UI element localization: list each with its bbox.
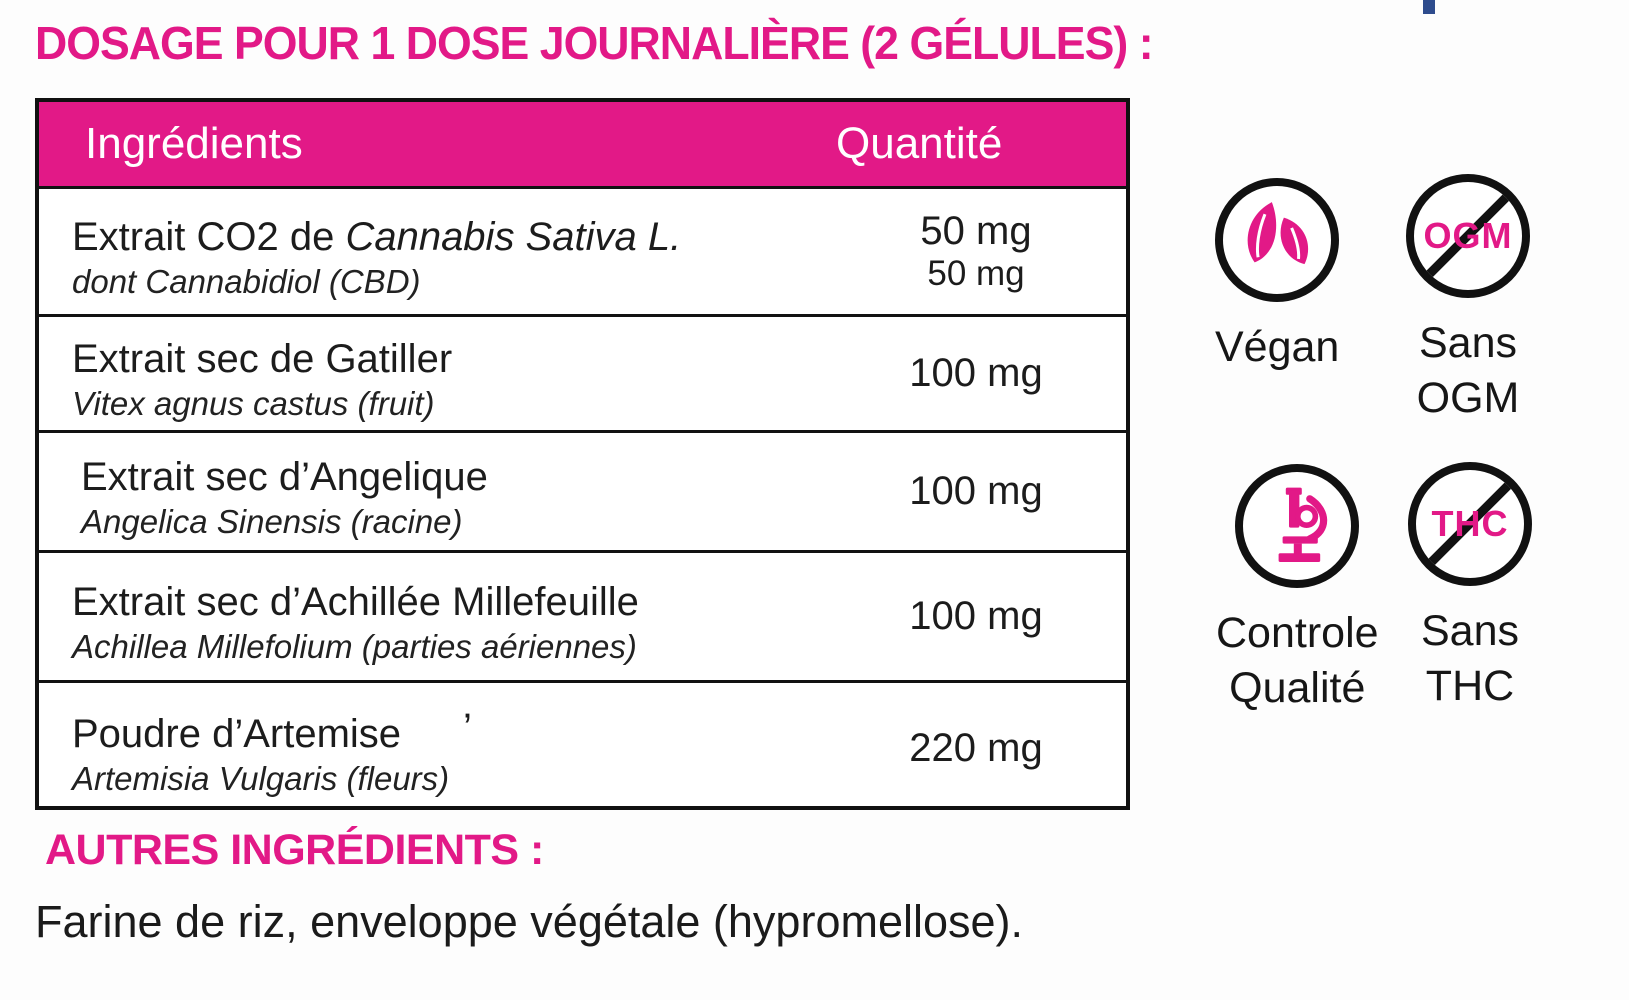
page-title: DOSAGE POUR 1 DOSE JOURNALIÈRE (2 GÉLULE… [35, 17, 1154, 69]
ingredient-name: Poudre d’Artemise ’ [72, 706, 826, 758]
quantity-value: 100 mg [909, 469, 1043, 513]
table-row: Poudre d’Artemise ’ Artemisia Vulgaris (f… [39, 680, 1126, 814]
quantity-cell: 50 mg 50 mg [826, 189, 1126, 314]
ingredient-subname: Artemisia Vulgaris (fleurs) [72, 759, 450, 797]
badge-label-line: Qualité [1229, 664, 1366, 712]
ingredient-cell: Poudre d’Artemise ’ Artemisia Vulgaris (f… [39, 683, 826, 814]
ingredient-subname: dont Cannabidiol (CBD) [72, 262, 421, 300]
ingredient-cell: Extrait sec d’Achillée Millefeuille Achi… [39, 553, 826, 680]
quantity-value: 100 mg [909, 351, 1043, 395]
ingredient-cell: Extrait sec de Gatiller Vitex agnus cast… [39, 317, 826, 430]
quantity-cell: 100 mg [826, 553, 1126, 680]
badge-label-line: Controle [1216, 609, 1379, 657]
ingredient-cell: Extrait sec d’Angelique Angelica Sinensi… [39, 433, 826, 550]
ingredient-name: Extrait sec de Gatiller [72, 336, 453, 381]
badge-label-line: Sans [1418, 319, 1517, 367]
badge-label: Végan [1215, 320, 1339, 375]
thc-text: THC [1431, 503, 1509, 544]
other-ingredients-text: Farine de riz, enveloppe végétale (hypro… [35, 896, 1024, 947]
ogm-text: OGM [1423, 215, 1513, 256]
stray-apostrophe: ’ [463, 705, 472, 750]
badge-vegan: Végan [1215, 178, 1339, 375]
badge-sans-ogm: OGM Sans OGM [1406, 174, 1530, 426]
badge-label: Sans THC [1421, 604, 1519, 714]
ingredient-name-latin: Cannabis Sativa L. [345, 214, 682, 259]
no-ogm-icon: OGM [1406, 174, 1530, 298]
ingredient-subname: Angelica Sinensis (racine) [81, 502, 463, 540]
badge-label-line: Sans [1420, 607, 1519, 655]
ingredient-name: Extrait sec d’Angelique [81, 454, 488, 499]
badge-label-line: Végan [1215, 323, 1340, 371]
table-row: Extrait sec d’Angelique Angelica Sinensi… [39, 430, 1126, 550]
quantity-cell: 220 mg [826, 683, 1126, 814]
ingredient-name-regular: Poudre d’Artemise [72, 711, 402, 756]
table-row: Extrait sec d’Achillée Millefeuille Achi… [39, 550, 1126, 680]
column-header-quantity: Quantité [836, 119, 1003, 168]
dosage-table: Ingrédients Quantité Extrait CO2 de Cann… [35, 98, 1130, 810]
column-header-ingredients: Ingrédients [85, 119, 303, 168]
table-header-row: Ingrédients Quantité [39, 102, 1126, 186]
quantity-value: 50 mg [920, 209, 1032, 253]
vegan-leaf-icon [1215, 178, 1340, 302]
badge-sans-thc: THC Sans THC [1408, 462, 1532, 714]
ingredient-name: Extrait sec d’Achillée Millefeuille [72, 579, 639, 624]
badge-controle-qualite: Controle Qualité [1216, 464, 1379, 716]
quantity-value: 100 mg [909, 594, 1043, 638]
badge-label: Sans OGM [1417, 316, 1520, 426]
badge-label-line: THC [1425, 662, 1515, 710]
ingredient-subname: Achillea Millefolium (parties aériennes) [72, 627, 637, 665]
quality-control-microscope-icon [1235, 464, 1360, 588]
ingredient-subname: Vitex agnus castus (fruit) [72, 384, 435, 422]
blue-logo-fragment [1423, 0, 1435, 14]
quantity-cell: 100 mg [826, 433, 1126, 550]
quantity-cell: 100 mg [826, 317, 1126, 430]
ingredient-name: Extrait CO2 de Cannabis Sativa L. [72, 213, 826, 261]
leaf-glyph [1247, 202, 1309, 265]
table-row: Extrait CO2 de Cannabis Sativa L. dont C… [39, 186, 1126, 314]
quantity-value: 220 mg [909, 726, 1043, 770]
ingredient-cell: Extrait CO2 de Cannabis Sativa L. dont C… [39, 189, 826, 314]
badge-label: Controle Qualité [1216, 606, 1379, 716]
quantity-subvalue: 50 mg [927, 254, 1025, 293]
no-thc-icon: THC [1408, 462, 1532, 586]
badge-label-line: OGM [1416, 374, 1520, 422]
other-ingredients-heading: AUTRES INGRÉDIENTS : [45, 826, 544, 874]
table-row: Extrait sec de Gatiller Vitex agnus cast… [39, 314, 1126, 430]
microscope-glyph [1278, 487, 1328, 562]
ingredient-name-regular: Extrait CO2 de [72, 214, 346, 259]
